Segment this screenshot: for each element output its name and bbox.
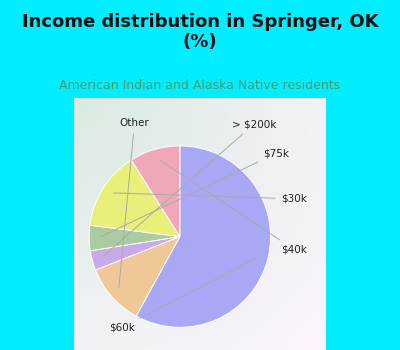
- Text: $40k: $40k: [159, 160, 306, 254]
- Wedge shape: [90, 160, 180, 237]
- Text: $30k: $30k: [114, 193, 306, 204]
- Text: > $200k: > $200k: [103, 119, 276, 256]
- Text: $75k: $75k: [101, 148, 289, 237]
- Wedge shape: [89, 225, 180, 251]
- Text: Other: Other: [119, 118, 149, 288]
- Text: American Indian and Alaska Native residents: American Indian and Alaska Native reside…: [60, 79, 340, 92]
- Wedge shape: [131, 146, 180, 237]
- Text: Income distribution in Springer, OK
(%): Income distribution in Springer, OK (%): [22, 13, 378, 51]
- Wedge shape: [90, 237, 180, 270]
- Wedge shape: [136, 146, 270, 327]
- Text: $60k: $60k: [109, 258, 256, 332]
- Wedge shape: [96, 237, 180, 316]
